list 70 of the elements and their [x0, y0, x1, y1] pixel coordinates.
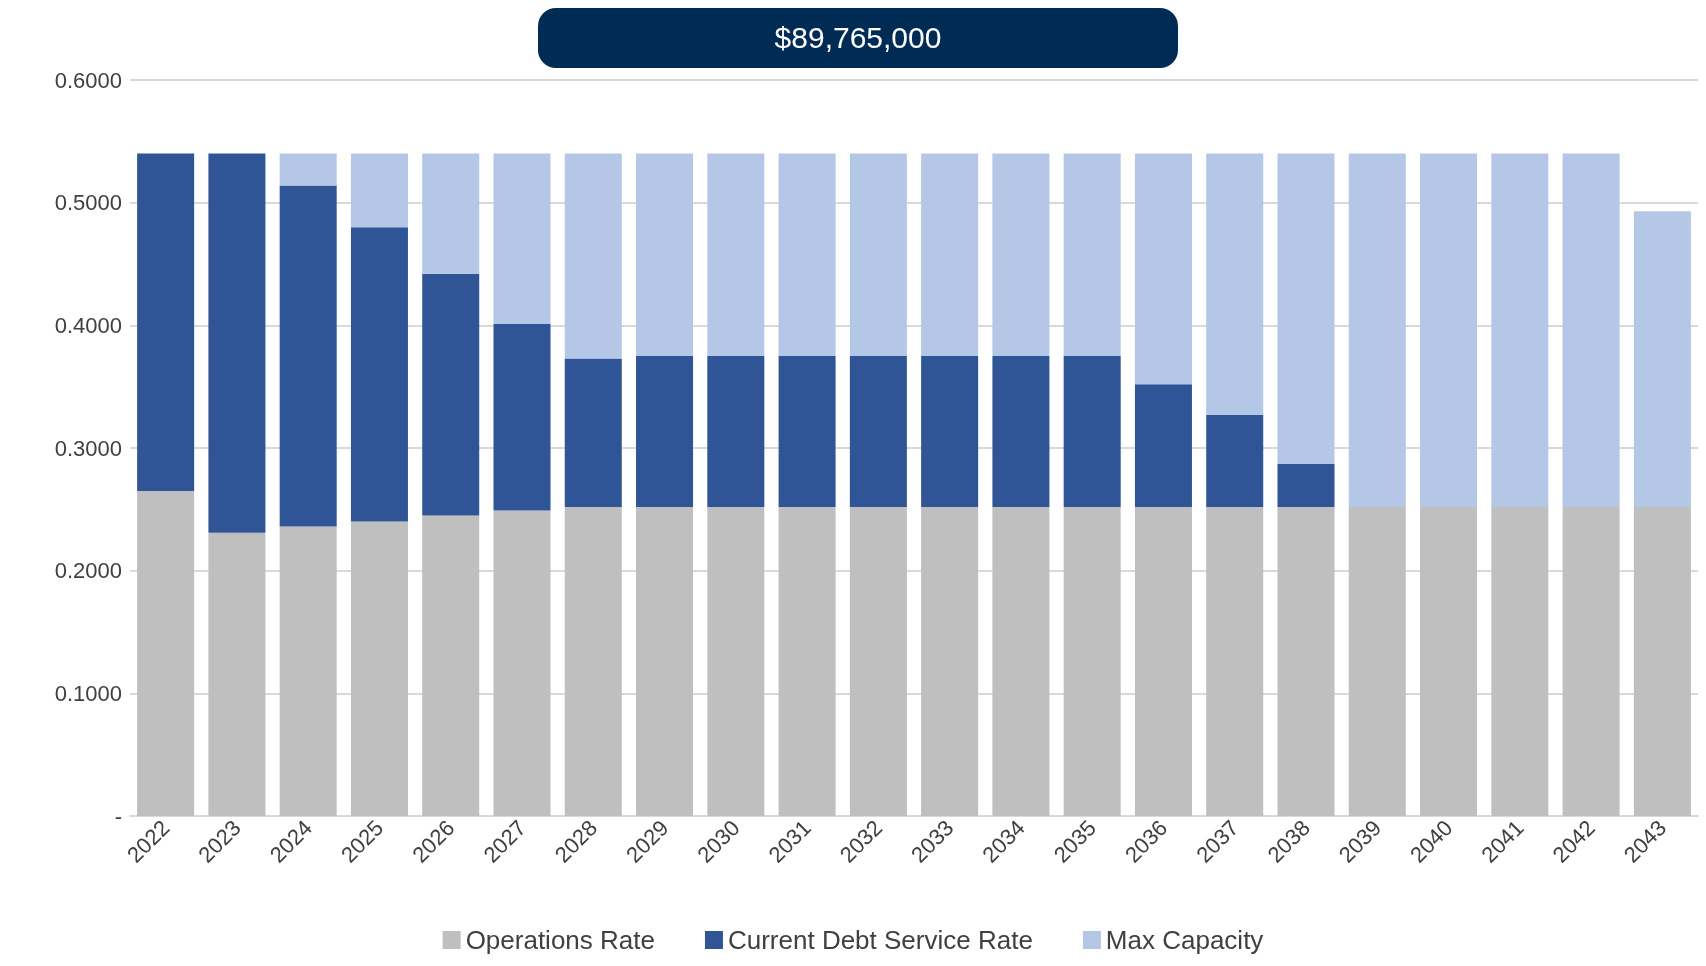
bar [1206, 153, 1264, 415]
bar [1348, 506, 1406, 816]
bar [279, 153, 337, 186]
bar [422, 273, 480, 516]
bar [1277, 506, 1335, 816]
bar [992, 356, 1050, 507]
bar [636, 153, 694, 356]
bar [1491, 506, 1549, 816]
y-tick-label: 0.2000 [54, 558, 122, 584]
bar [493, 153, 551, 325]
bar [493, 510, 551, 816]
bar [921, 356, 979, 507]
bar [707, 506, 765, 816]
bar [1420, 153, 1478, 507]
bar [1134, 384, 1192, 507]
y-tick-label: 0.4000 [54, 312, 122, 338]
bar [1277, 463, 1335, 507]
bar [992, 506, 1050, 816]
bar [849, 506, 907, 816]
bar [350, 153, 408, 228]
legend-label: Current Debt Service Rate [727, 925, 1033, 955]
bar [1063, 506, 1121, 816]
bar [1063, 153, 1121, 356]
bar [422, 515, 480, 816]
bar [778, 356, 836, 507]
bar [137, 153, 195, 491]
bar [1633, 506, 1691, 816]
bar [1562, 153, 1620, 507]
bar [778, 506, 836, 816]
bar [707, 153, 765, 356]
bar [636, 506, 694, 816]
bar [279, 526, 337, 816]
y-tick-label: 0.3000 [54, 435, 122, 461]
bar [778, 153, 836, 356]
legend-label: Operations Rate [465, 925, 655, 955]
bar [921, 506, 979, 816]
bar [1134, 506, 1192, 816]
bar [1633, 211, 1691, 507]
legend-label: Max Capacity [1105, 925, 1264, 955]
bar [1562, 506, 1620, 816]
y-tick-label: 0.6000 [54, 67, 122, 93]
bar [1206, 414, 1264, 507]
y-tick-label: 0.5000 [54, 190, 122, 216]
bar [849, 153, 907, 356]
bar [350, 521, 408, 816]
bar [1277, 153, 1335, 464]
bar [422, 153, 480, 274]
y-tick-label: 0.1000 [54, 680, 122, 706]
bar [137, 490, 195, 816]
bar [350, 227, 408, 522]
bar [1134, 153, 1192, 385]
bar [636, 356, 694, 507]
bar [564, 153, 622, 359]
bar [849, 356, 907, 507]
bar [921, 153, 979, 356]
bar [564, 358, 622, 507]
bar [1420, 506, 1478, 816]
bar [1206, 506, 1264, 816]
bar [992, 153, 1050, 356]
bar [208, 153, 266, 533]
bar [493, 324, 551, 511]
bar [707, 356, 765, 507]
bar [564, 506, 622, 816]
bar [1348, 153, 1406, 507]
bar [1491, 153, 1549, 507]
bar [208, 532, 266, 816]
bar [1063, 356, 1121, 507]
text: $89,765,000 [538, 8, 1178, 68]
bar [279, 185, 337, 527]
y-tick-label: - [114, 803, 122, 829]
